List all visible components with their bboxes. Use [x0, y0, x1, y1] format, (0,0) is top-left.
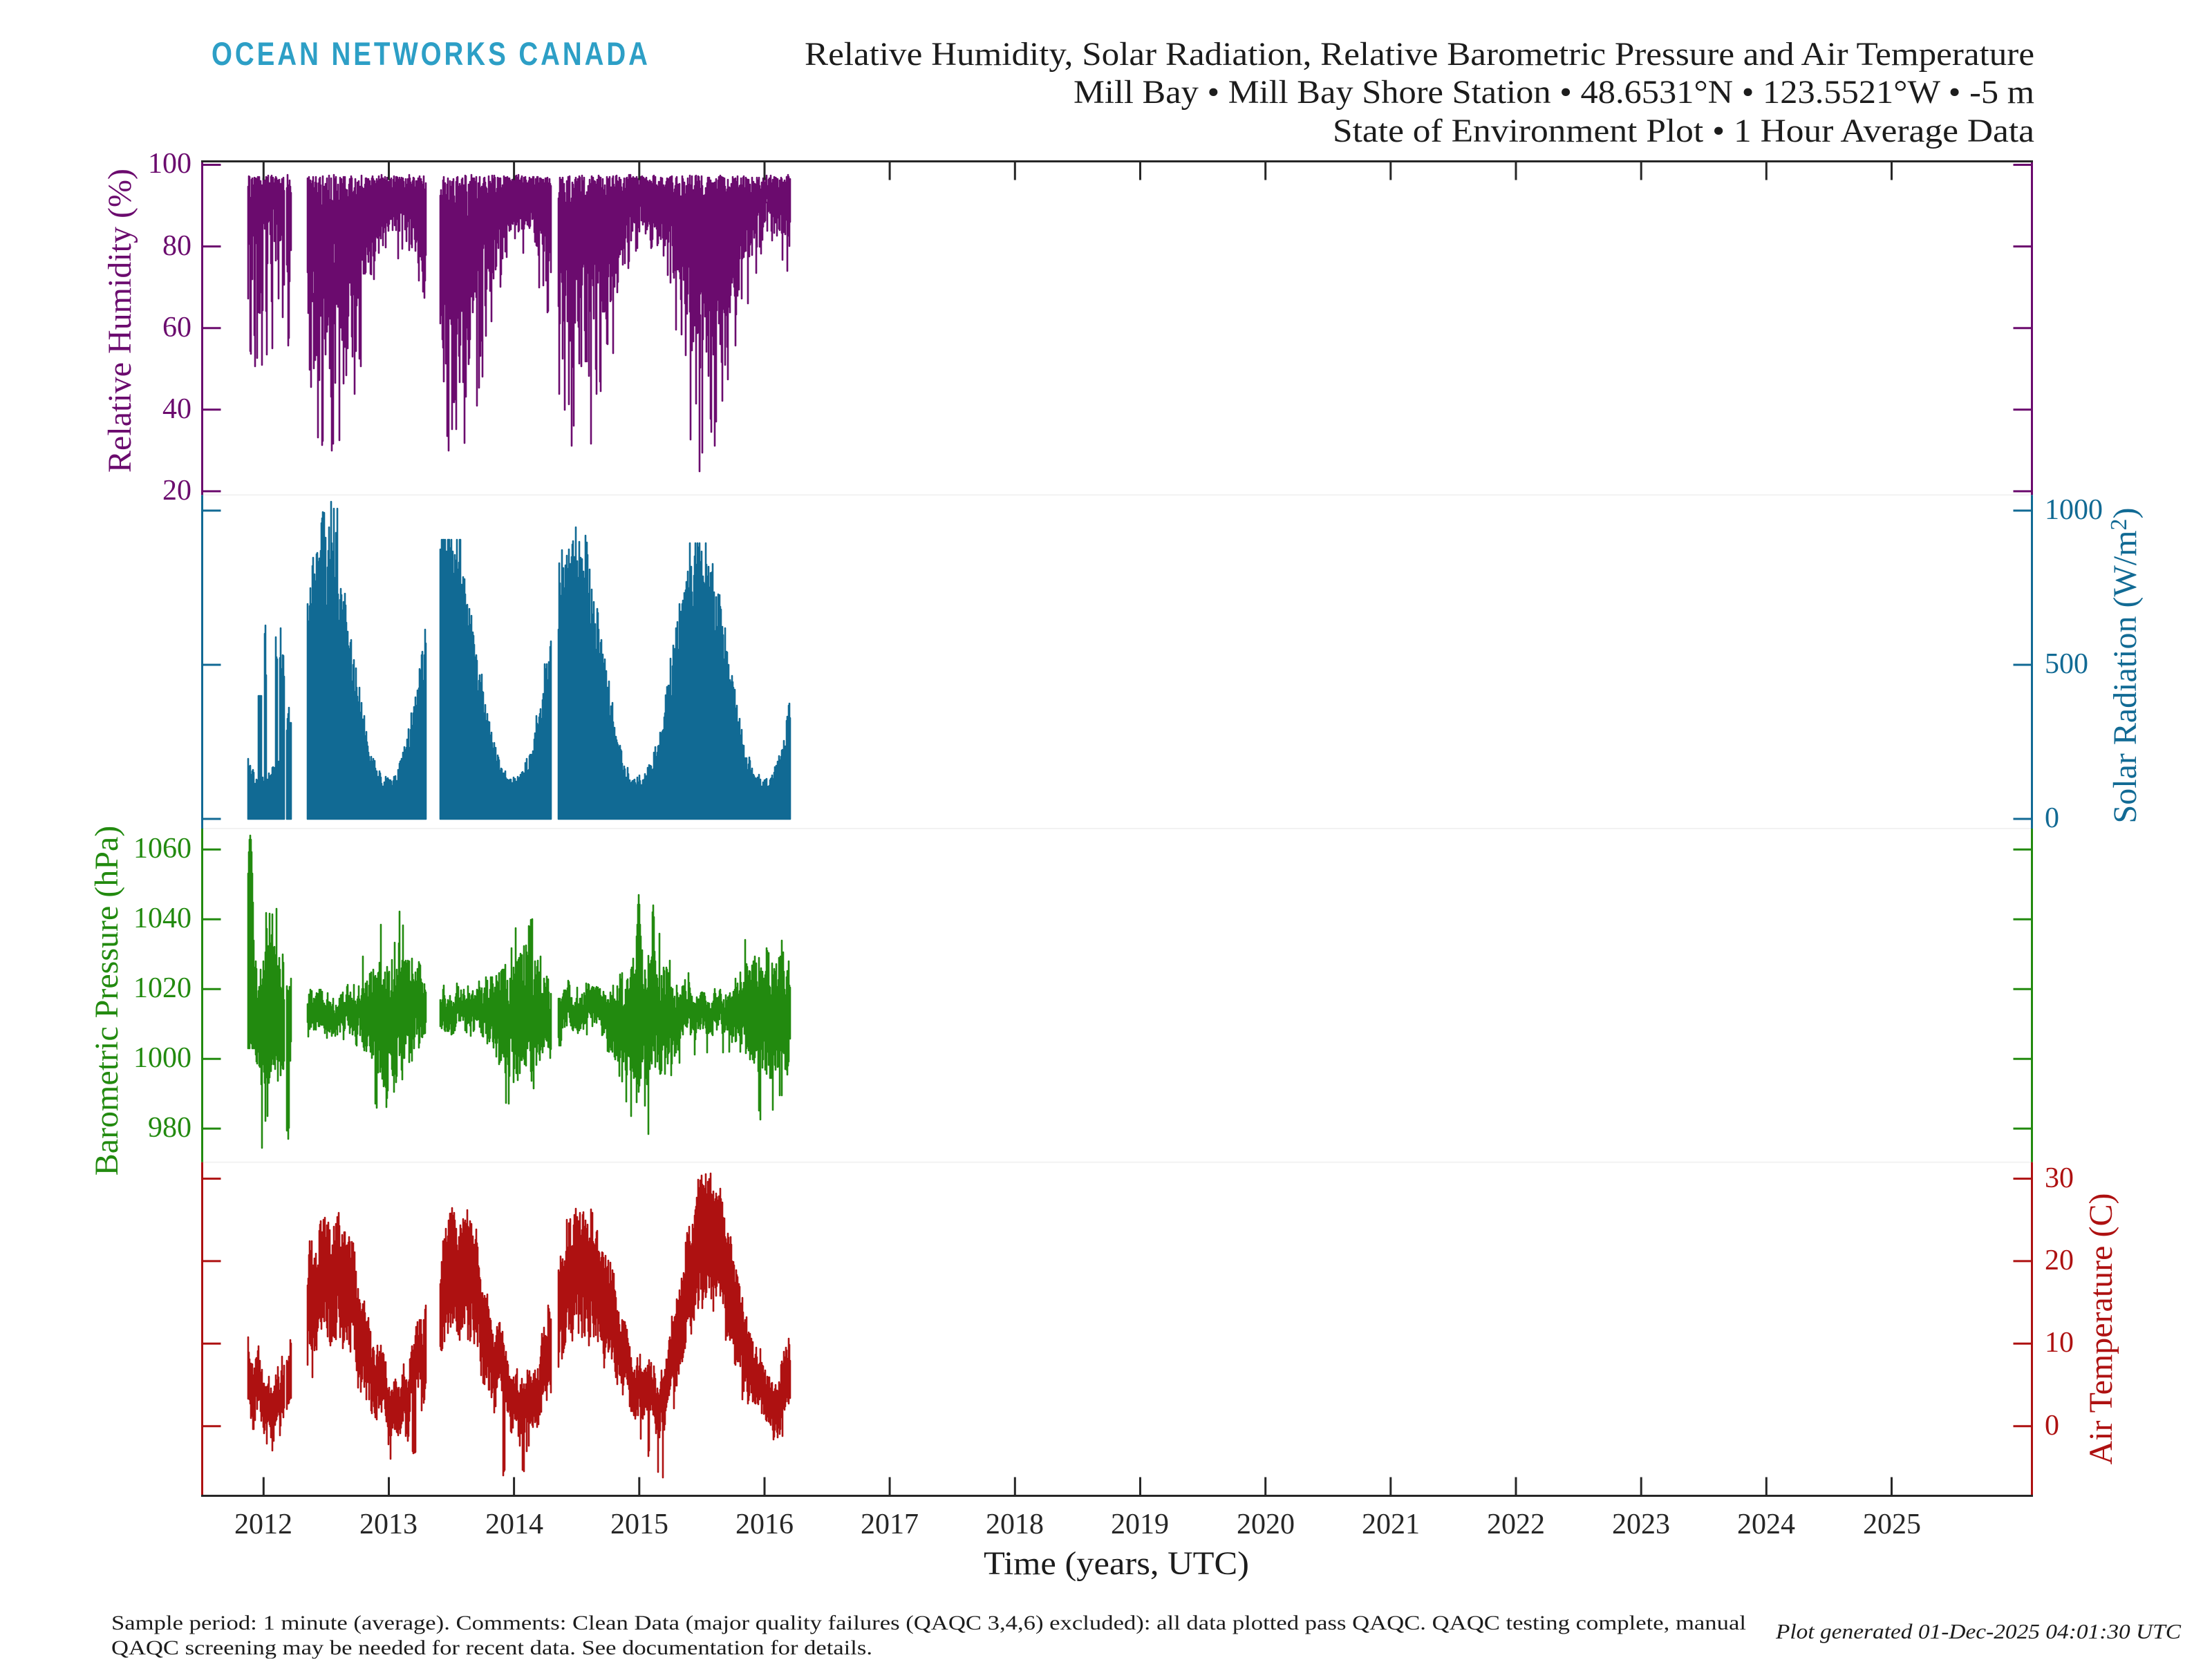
svg-text:Plot generated 01-Dec-2025 04:: Plot generated 01-Dec-2025 04:01:30 UTC	[1775, 1619, 2181, 1643]
svg-text:20: 20	[162, 475, 191, 507]
svg-text:30: 30	[2045, 1162, 2074, 1194]
svg-text:Time (years, UTC): Time (years, UTC)	[984, 1545, 1249, 1582]
svg-text:2012: 2012	[234, 1509, 292, 1540]
svg-text:2016: 2016	[735, 1509, 794, 1540]
svg-text:Relative Humidity (%): Relative Humidity (%)	[102, 169, 138, 473]
svg-text:2024: 2024	[1737, 1509, 1795, 1540]
svg-text:Sample period: 1 minute (avera: Sample period: 1 minute (average). Comme…	[111, 1612, 1746, 1634]
svg-text:1060: 1060	[133, 833, 191, 865]
svg-text:2025: 2025	[1863, 1509, 1921, 1540]
svg-text:2019: 2019	[1111, 1509, 1169, 1540]
svg-text:QAQC screening may be needed f: QAQC screening may be needed for recent …	[111, 1636, 872, 1659]
svg-text:Barometric Pressure (hPa): Barometric Pressure (hPa)	[88, 826, 125, 1176]
svg-text:2014: 2014	[485, 1509, 543, 1540]
svg-text:0: 0	[2045, 1410, 2059, 1442]
svg-text:Solar Radiation (W/m2): Solar Radiation (W/m2)	[2106, 508, 2144, 824]
svg-text:10: 10	[2045, 1327, 2074, 1359]
svg-text:Mill Bay • Mill Bay Shore Stat: Mill Bay • Mill Bay Shore Station • 48.6…	[1074, 74, 2034, 111]
svg-text:100: 100	[148, 148, 191, 180]
svg-text:0: 0	[2045, 802, 2059, 834]
svg-text:State of Environment Plot • 1: State of Environment Plot • 1 Hour Avera…	[1333, 113, 2034, 149]
svg-text:2022: 2022	[1487, 1509, 1545, 1540]
svg-text:2013: 2013	[359, 1509, 418, 1540]
svg-text:2015: 2015	[610, 1509, 668, 1540]
svg-text:2020: 2020	[1237, 1509, 1295, 1540]
svg-text:2017: 2017	[861, 1509, 919, 1540]
svg-text:OCEAN NETWORKS CANADA: OCEAN NETWORKS CANADA	[212, 36, 650, 72]
svg-text:Air Temperature (C): Air Temperature (C)	[2083, 1193, 2119, 1465]
svg-text:2023: 2023	[1612, 1509, 1670, 1540]
svg-text:1040: 1040	[133, 903, 191, 934]
svg-text:Relative Humidity, Solar Radia: Relative Humidity, Solar Radiation, Rela…	[805, 36, 2034, 73]
svg-text:2021: 2021	[1362, 1509, 1420, 1540]
svg-text:980: 980	[148, 1112, 191, 1144]
svg-text:1000: 1000	[2045, 494, 2103, 526]
svg-text:20: 20	[2045, 1245, 2074, 1276]
svg-text:60: 60	[162, 312, 191, 343]
svg-text:1000: 1000	[133, 1042, 191, 1074]
svg-text:500: 500	[2045, 648, 2088, 680]
svg-text:40: 40	[162, 393, 191, 425]
svg-text:2018: 2018	[986, 1509, 1044, 1540]
svg-text:1020: 1020	[133, 972, 191, 1004]
svg-text:80: 80	[162, 230, 191, 262]
